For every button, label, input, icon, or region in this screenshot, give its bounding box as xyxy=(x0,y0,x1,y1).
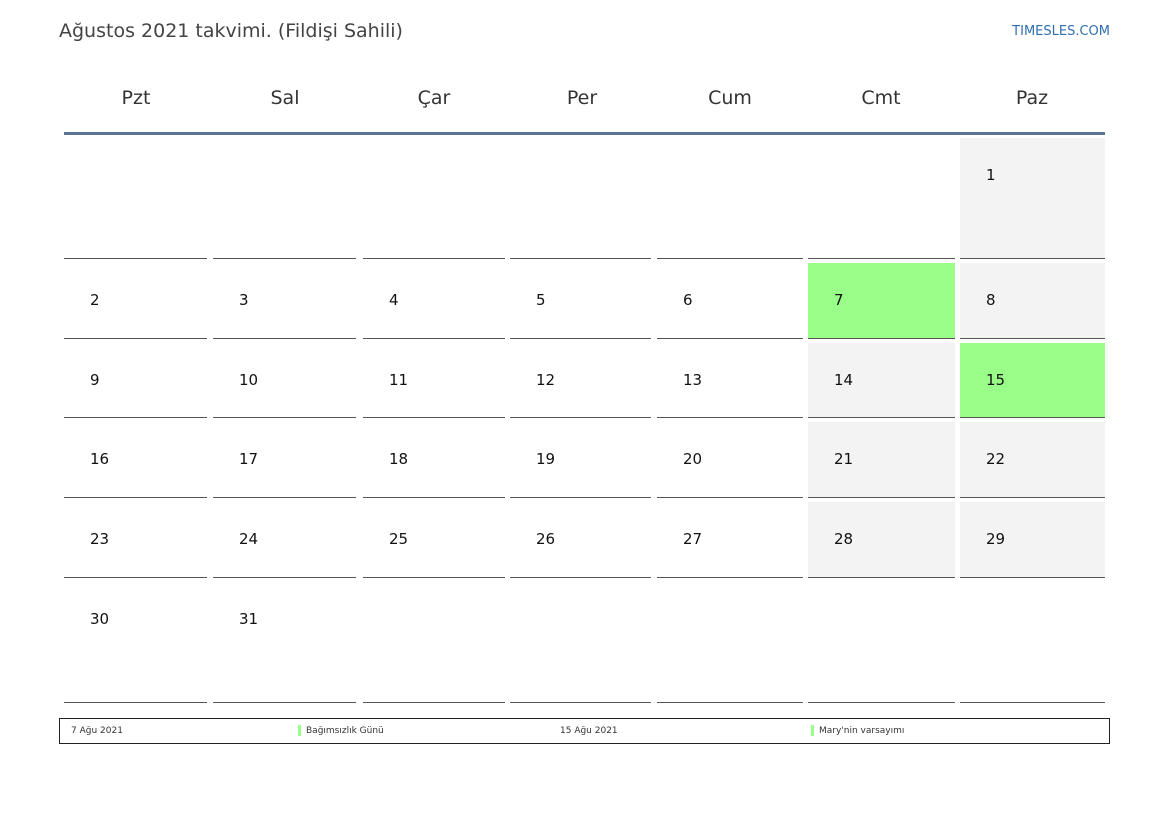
day-cell xyxy=(960,582,1105,703)
day-cell: 31 xyxy=(213,582,356,703)
weekday-wed: Çar xyxy=(417,87,451,109)
weekday-sun: Paz xyxy=(1015,87,1049,109)
day-cell xyxy=(808,582,955,703)
day-cell: 16 xyxy=(64,422,207,498)
day-number: 9 xyxy=(90,371,100,389)
legend-date-1: 7 Ağu 2021 xyxy=(71,726,123,736)
day-number: 30 xyxy=(90,610,110,628)
day-cell: 6 xyxy=(657,263,803,339)
holiday-legend: 7 Ağu 2021 Bağımsızlık Günü 15 Ağu 2021 … xyxy=(59,718,1110,744)
day-cell: 17 xyxy=(213,422,356,498)
weekday-mon: Pzt xyxy=(121,87,151,109)
brand-link[interactable]: TIMESLES.COM xyxy=(1012,24,1110,39)
day-number: 15 xyxy=(986,371,1006,389)
day-cell: 27 xyxy=(657,502,803,578)
day-cell: 24 xyxy=(213,502,356,578)
day-number: 7 xyxy=(834,291,844,309)
day-cell xyxy=(363,138,505,259)
day-number: 26 xyxy=(536,530,556,548)
day-number: 3 xyxy=(239,291,249,309)
day-cell xyxy=(510,138,651,259)
day-cell: 4 xyxy=(363,263,505,339)
legend-color-marker xyxy=(298,725,301,736)
day-number: 31 xyxy=(239,610,259,628)
weekday-fri: Cum xyxy=(708,87,752,109)
day-number: 29 xyxy=(986,530,1006,548)
day-number: 17 xyxy=(239,450,259,468)
day-number: 12 xyxy=(536,371,556,389)
day-cell xyxy=(510,582,651,703)
day-cell: 29 xyxy=(960,502,1105,578)
day-number: 2 xyxy=(90,291,100,309)
day-number: 5 xyxy=(536,291,546,309)
legend-date-2: 15 Ağu 2021 xyxy=(560,726,618,736)
day-cell: 8 xyxy=(960,263,1105,339)
day-number: 14 xyxy=(834,371,854,389)
day-number: 1 xyxy=(986,166,996,184)
day-cell: 11 xyxy=(363,343,505,418)
day-number: 27 xyxy=(683,530,703,548)
day-cell: 13 xyxy=(657,343,803,418)
day-cell: 3 xyxy=(213,263,356,339)
day-cell xyxy=(657,138,803,259)
day-cell: 26 xyxy=(510,502,651,578)
day-number: 20 xyxy=(683,450,703,468)
day-number: 28 xyxy=(834,530,854,548)
day-cell: 22 xyxy=(960,422,1105,498)
day-number: 6 xyxy=(683,291,693,309)
legend-name-1: Bağımsızlık Günü xyxy=(306,726,384,736)
day-cell: 1 xyxy=(960,138,1105,259)
day-cell xyxy=(213,138,356,259)
day-cell: 18 xyxy=(363,422,505,498)
day-number: 24 xyxy=(239,530,259,548)
day-number: 22 xyxy=(986,450,1006,468)
day-cell: 2 xyxy=(64,263,207,339)
day-cell: 20 xyxy=(657,422,803,498)
day-cell: 19 xyxy=(510,422,651,498)
day-cell: 30 xyxy=(64,582,207,703)
day-cell: 10 xyxy=(213,343,356,418)
day-cell: 21 xyxy=(808,422,955,498)
weekday-sat: Cmt xyxy=(861,87,901,109)
day-number: 25 xyxy=(389,530,409,548)
day-number: 21 xyxy=(834,450,854,468)
day-number: 13 xyxy=(683,371,703,389)
weekday-header: Pzt Sal Çar Per Cum Cmt Paz xyxy=(64,70,1105,135)
weekday-tue: Sal xyxy=(270,87,300,109)
day-cell: 12 xyxy=(510,343,651,418)
day-cell xyxy=(808,138,955,259)
day-number: 23 xyxy=(90,530,110,548)
legend-name-2: Mary'nin varsayımı xyxy=(819,726,905,736)
day-number: 16 xyxy=(90,450,110,468)
day-cell: 15 xyxy=(960,343,1105,418)
day-cell xyxy=(64,138,207,259)
day-cell: 23 xyxy=(64,502,207,578)
day-cell xyxy=(363,582,505,703)
day-number: 18 xyxy=(389,450,409,468)
day-number: 4 xyxy=(389,291,399,309)
day-cell: 7 xyxy=(808,263,955,339)
day-cell: 9 xyxy=(64,343,207,418)
legend-color-marker xyxy=(811,725,814,736)
day-cell: 25 xyxy=(363,502,505,578)
day-cell: 14 xyxy=(808,343,955,418)
day-number: 19 xyxy=(536,450,556,468)
day-number: 8 xyxy=(986,291,996,309)
day-cell: 28 xyxy=(808,502,955,578)
weekday-thu: Per xyxy=(566,87,598,109)
page-title: Ağustos 2021 takvimi. (Fildişi Sahili) xyxy=(59,20,403,42)
day-number: 10 xyxy=(239,371,259,389)
day-number: 11 xyxy=(389,371,409,389)
day-cell xyxy=(657,582,803,703)
day-cell: 5 xyxy=(510,263,651,339)
